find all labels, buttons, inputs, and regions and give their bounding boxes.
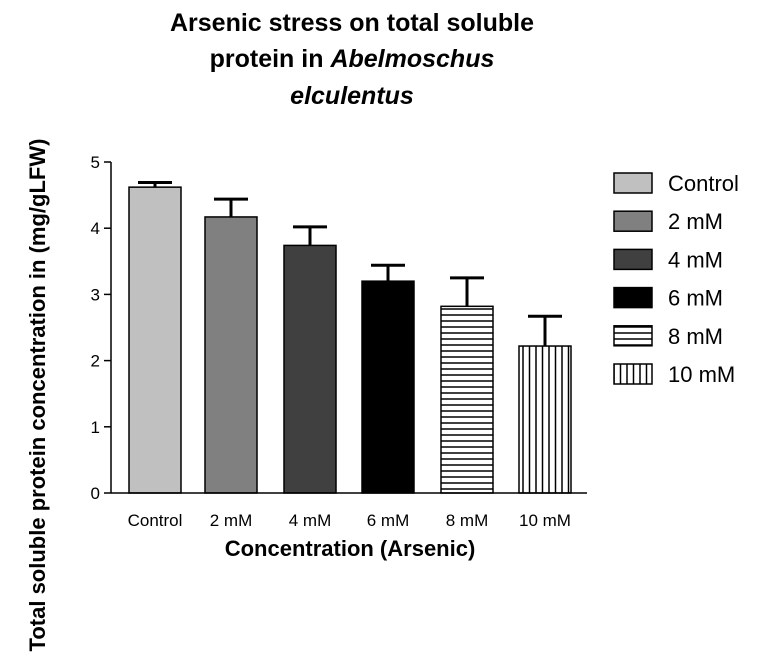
x-tick-label: Control	[128, 511, 183, 530]
legend-swatch	[613, 286, 653, 309]
chart-title-line: protein in Abelmoschus	[210, 45, 495, 73]
legend-label: 8 mM	[668, 324, 723, 349]
y-tick-label: 3	[91, 285, 100, 304]
x-axis-ticks: Control 2 mM 4 mM 6 mM 8 mM 10 mM	[128, 511, 571, 530]
y-tick-label: 0	[91, 484, 100, 503]
y-tick-label: 5	[91, 153, 100, 172]
legend-swatch	[613, 210, 653, 232]
legend-label: 2 mM	[668, 209, 723, 234]
legend-swatch	[613, 248, 653, 271]
y-tick-label: 1	[91, 418, 100, 437]
chart-title-line: elculentus	[290, 82, 414, 110]
x-tick-label: 2 mM	[210, 511, 253, 530]
x-axis-label: Concentration (Arsenic)	[225, 536, 476, 561]
bar	[204, 216, 258, 494]
x-tick-label: 4 mM	[289, 511, 332, 530]
bar	[518, 345, 572, 494]
legend-label: 4 mM	[668, 247, 723, 272]
bar	[440, 305, 494, 494]
y-axis-ticks: 0 1 2 3 4 5	[91, 153, 111, 503]
legend-label: 10 mM	[668, 362, 735, 387]
y-tick-label: 2	[91, 352, 100, 371]
chart-title: Arsenic stress on total soluble protein i…	[170, 9, 534, 110]
bars	[128, 186, 572, 494]
legend-label: 6 mM	[668, 286, 723, 311]
legend-swatch	[613, 172, 653, 194]
chart-title-line: Arsenic stress on total soluble	[170, 9, 534, 37]
x-tick-label: 6 mM	[367, 511, 410, 530]
error-bars	[138, 181, 562, 347]
legend-label: Control	[668, 171, 739, 196]
x-tick-label: 8 mM	[446, 511, 489, 530]
y-axis-label: Total soluble protein concentration in (…	[25, 139, 50, 652]
legend-swatch	[613, 325, 653, 347]
legend-swatch	[613, 363, 653, 385]
legend: Control 2 mM 4 mM 6 mM 8 mM 10 mM	[613, 171, 739, 387]
x-tick-label: 10 mM	[519, 511, 571, 530]
bar	[361, 280, 415, 494]
bar	[283, 244, 337, 494]
bar	[128, 186, 182, 494]
y-tick-label: 4	[91, 219, 100, 238]
